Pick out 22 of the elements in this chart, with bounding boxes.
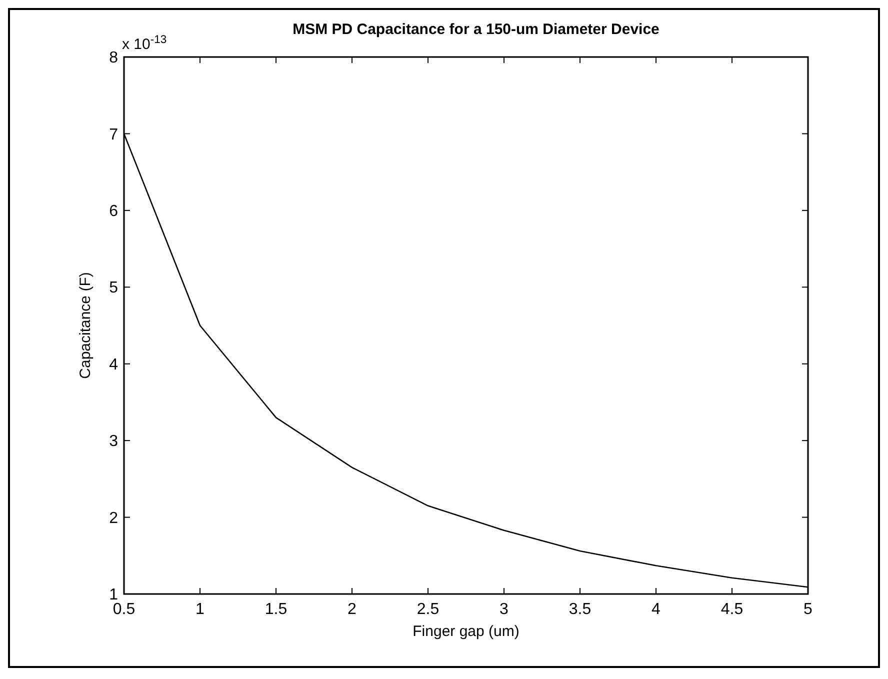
y-tick-label: 7 (109, 126, 118, 144)
text: x 10$^{-13}$ (122, 34, 167, 53)
x-axis-title: Finger gap (um) (412, 623, 520, 640)
x-tick-label: 2.5 (416, 601, 440, 618)
y-tick-label: 6 (109, 203, 118, 220)
y-tick-label: 8 (109, 50, 118, 67)
x-tick-label: 3.5 (568, 601, 592, 618)
x-tick-label: 4.5 (720, 601, 744, 618)
x-tick-label: 0.5 (112, 601, 136, 618)
x-tick-label: 4 (652, 601, 661, 618)
y-tick-label: 1 (109, 586, 118, 604)
x-tick-label: 5 (804, 601, 813, 618)
y-tick-label: 5 (109, 280, 118, 297)
y-tick-label: 3 (109, 433, 118, 450)
y-axis-title: Capacitance (F) (77, 272, 94, 379)
x-tick-label: 2 (348, 601, 357, 618)
chart-title: MSM PD Capacitance for a 150-um Diameter Device (292, 21, 660, 38)
x-tick-label: 1 (196, 601, 205, 618)
y-tick-label: 2 (109, 510, 118, 527)
x-tick-label: 1.5 (264, 601, 288, 618)
y-tick-label: 4 (109, 356, 118, 374)
x-tick-label: 3 (500, 601, 509, 618)
